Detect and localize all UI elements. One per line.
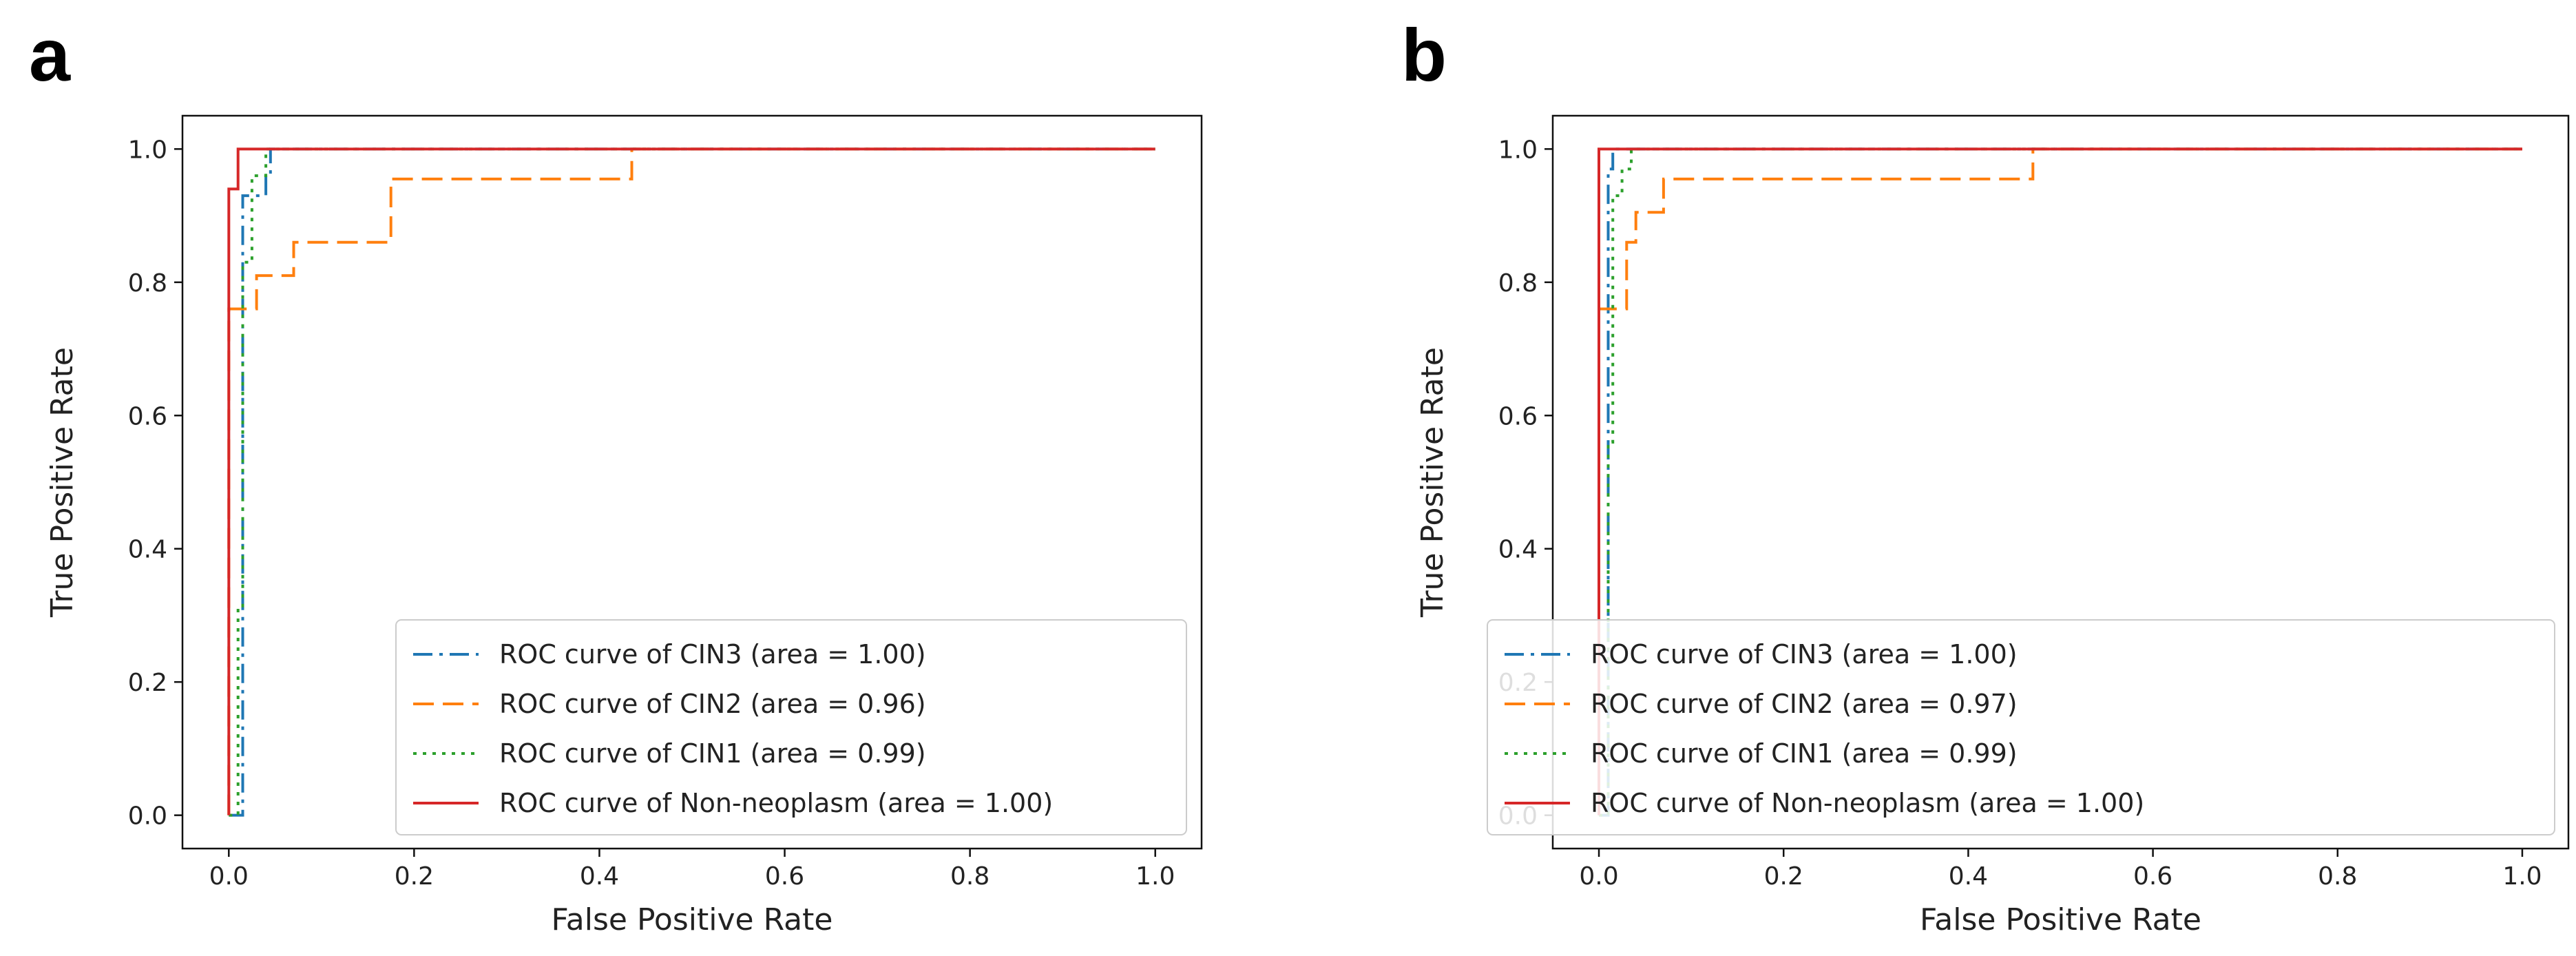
panel-b: b 0.00.20.40.60.81.00.00.20.40.60.81.0Fa… <box>1370 0 2576 956</box>
x-tick-label: 0.2 <box>1764 862 1803 891</box>
legend-entry: ROC curve of Non-neoplasm (area = 1.00) <box>499 788 1053 818</box>
legend <box>1487 619 2555 835</box>
legend-entry: ROC curve of CIN1 (area = 0.99) <box>1591 738 2018 769</box>
y-tick-label: 0.4 <box>128 536 167 564</box>
panel-label: b <box>1401 13 1447 96</box>
x-tick-label: 0.0 <box>209 862 249 891</box>
y-tick-label: 1.0 <box>1498 136 1538 164</box>
x-tick-label: 0.4 <box>580 862 619 891</box>
y-tick-label: 0.8 <box>1498 269 1538 298</box>
x-tick-label: 0.0 <box>1579 862 1618 891</box>
y-tick-label: 0.6 <box>1498 402 1538 430</box>
x-tick-label: 1.0 <box>2502 862 2542 891</box>
legend <box>395 619 1187 835</box>
y-tick-label: 0.2 <box>128 669 167 697</box>
y-tick-label: 1.0 <box>128 136 167 164</box>
legend-entry: ROC curve of CIN3 (area = 1.00) <box>499 639 926 669</box>
legend-entry: ROC curve of CIN3 (area = 1.00) <box>1591 639 2018 669</box>
legend-entry: ROC curve of CIN2 (area = 0.96) <box>499 689 926 719</box>
legend-entry: ROC curve of CIN1 (area = 0.99) <box>499 738 926 769</box>
x-tick-label: 0.6 <box>2133 862 2172 891</box>
y-axis-label: True Positive Rate <box>45 347 80 618</box>
legend-entry: ROC curve of CIN2 (area = 0.97) <box>1591 689 2018 719</box>
x-tick-label: 0.2 <box>395 862 434 891</box>
panel-label: a <box>29 13 71 96</box>
roc-line-non-neoplasm <box>227 147 1155 815</box>
y-tick-label: 0.8 <box>128 269 167 298</box>
y-tick-label: 0.6 <box>128 402 167 430</box>
roc-line-cin2 <box>1598 147 2522 815</box>
roc-line-non-neoplasm <box>1598 147 2522 815</box>
plot-frame <box>1551 114 2570 850</box>
roc-line-cin2 <box>227 147 1155 815</box>
roc-chart-a: 0.0 0.2 0.4 0.6 0.8 1.0 0.0 0.2 0.4 0.6 0.8 1.0 Fals… <box>45 114 1203 937</box>
roc-chart-b: 0.00.20.40.60.81.00.00.20.40.60.81.0Fals… <box>1415 114 2570 937</box>
plot-frame <box>181 114 1203 850</box>
x-tick-label: 0.4 <box>1949 862 1988 891</box>
roc-line-cin1 <box>229 147 1155 817</box>
legend-entry: ROC curve of Non-neoplasm (area = 1.00) <box>1591 788 2144 818</box>
y-axis-label: True Positive Rate <box>1415 347 1450 618</box>
panel-a: a 0.0 0.2 0.4 0.6 0.8 1.0 0.0 0.2 0.4 0.6 0.8 1.0 Fa… <box>29 13 1203 937</box>
x-tick-label: 0.8 <box>2318 862 2357 891</box>
y-tick-label: 0.4 <box>1498 536 1538 564</box>
roc-line-cin3 <box>229 147 1155 817</box>
x-tick-label: 0.8 <box>950 862 989 891</box>
x-tick-label: 0.6 <box>765 862 804 891</box>
x-axis-label: False Positive Rate <box>552 902 833 937</box>
x-axis-label: False Positive Rate <box>1920 902 2201 937</box>
x-tick-label: 1.0 <box>1135 862 1175 891</box>
y-tick-label: 0.0 <box>128 802 167 831</box>
